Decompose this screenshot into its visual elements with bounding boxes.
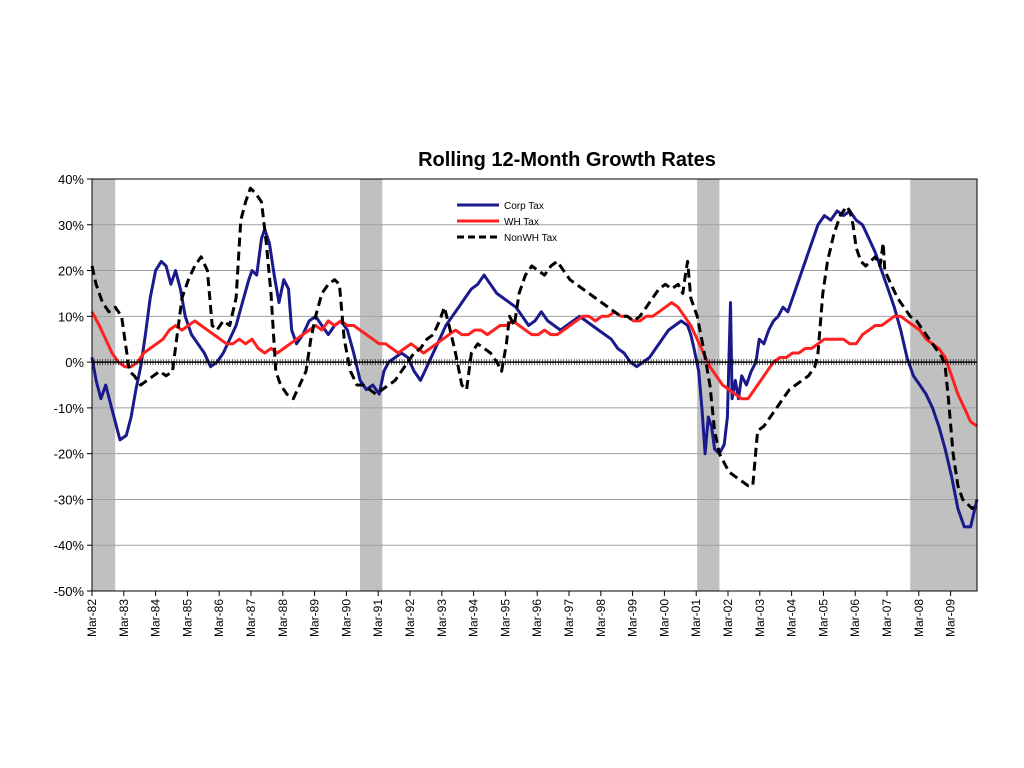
x-tick-label: Mar-84 <box>149 599 163 637</box>
zero-axis <box>91 359 978 366</box>
x-tick-label: Mar-01 <box>689 599 703 637</box>
y-tick-label: 10% <box>58 309 84 324</box>
x-tick-label: Mar-00 <box>657 599 671 637</box>
x-tick-label: Mar-98 <box>594 599 608 637</box>
x-tick-label: Mar-94 <box>467 599 481 637</box>
x-tick-label: Mar-91 <box>371 599 385 637</box>
x-tick-label: Mar-86 <box>212 599 226 637</box>
x-tick-label: Mar-06 <box>848 599 862 637</box>
x-tick-label: Mar-99 <box>626 599 640 637</box>
legend-label: WH Tax <box>504 217 539 228</box>
y-tick-label: -10% <box>54 401 85 416</box>
y-tick-label: 30% <box>58 218 84 233</box>
x-tick-label: Mar-82 <box>85 599 99 637</box>
x-tick-label: Mar-87 <box>244 599 258 637</box>
plot-frame <box>91 178 978 592</box>
x-tick-label: Mar-88 <box>276 599 290 637</box>
series-line-nonwh-tax <box>90 186 979 511</box>
legend: Corp Tax WH Tax NonWH Tax <box>457 201 557 244</box>
y-tick-label: -40% <box>54 538 85 553</box>
x-tick-label: Mar-02 <box>721 599 735 637</box>
chart-title: Rolling 12-Month Growth Rates <box>418 149 716 171</box>
x-tick-label: Mar-90 <box>339 599 353 637</box>
x-tick-label: Mar-93 <box>435 599 449 637</box>
shaded-period-0 <box>92 179 116 591</box>
x-tick-label: Mar-08 <box>912 599 926 637</box>
y-tick-label: -20% <box>54 447 85 462</box>
x-tick-label: Mar-92 <box>403 599 417 637</box>
legend-label: NonWH Tax <box>504 233 557 244</box>
y-tick-label: 0% <box>65 355 84 370</box>
x-tick-label: Mar-95 <box>498 599 512 637</box>
x-tick-label: Mar-05 <box>816 599 830 637</box>
y-tick-label: 20% <box>58 264 84 279</box>
series-lines <box>90 186 979 529</box>
series-line-wh-tax <box>90 301 978 428</box>
x-tick-label: Mar-89 <box>308 599 322 637</box>
x-tick-label: Mar-07 <box>880 599 894 637</box>
y-axis-ticks: 40% 30% 20% 10% 0% -10% -20% -30% -40% -50% <box>54 172 92 599</box>
x-tick-label: Mar-96 <box>530 599 544 637</box>
y-tick-label: -50% <box>54 584 85 599</box>
x-tick-label: Mar-85 <box>180 599 194 637</box>
x-tick-label: Mar-83 <box>117 599 131 637</box>
x-tick-label: Mar-04 <box>785 599 799 637</box>
y-tick-label: -30% <box>54 492 85 507</box>
series-line-corp-tax <box>90 209 979 529</box>
gridlines <box>92 224 977 546</box>
x-tick-label: Mar-03 <box>753 599 767 637</box>
x-tick-label: Mar-97 <box>562 599 576 637</box>
x-tick-label: Mar-09 <box>944 599 958 637</box>
x-axis-ticks: Mar-82 Mar-83 Mar-84 Mar-85 Mar-86 Mar-87 Mar-… <box>85 591 958 637</box>
shaded-period-2 <box>697 179 720 591</box>
legend-label: Corp Tax <box>504 201 544 212</box>
y-tick-label: 40% <box>58 172 84 187</box>
